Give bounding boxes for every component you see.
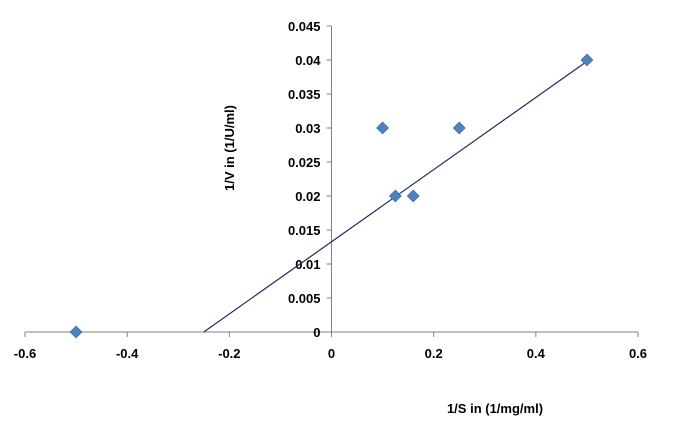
data-point	[388, 189, 402, 203]
x-tick-label: -0.2	[218, 346, 240, 361]
y-tick-label: 0.015	[288, 223, 321, 238]
x-tick-label: 0.6	[629, 346, 647, 361]
data-points	[69, 53, 594, 339]
y-tick-label: 0.02	[295, 189, 320, 204]
x-tick-label: -0.6	[14, 346, 36, 361]
y-tick-label: 0.045	[288, 19, 321, 34]
x-tick-labels: -0.6 -0.4 -0.2 0 0.2 0.4 0.6	[14, 346, 647, 361]
y-tick-label: 0.035	[288, 87, 321, 102]
y-tick-label: 0.005	[288, 291, 321, 306]
data-point	[376, 121, 390, 135]
x-tick-label: 0.2	[425, 346, 443, 361]
data-point	[406, 189, 420, 203]
y-tick-label: 0.04	[295, 53, 321, 68]
x-tick-label: -0.4	[116, 346, 139, 361]
y-tick-labels: 0 0.005 0.01 0.015 0.02 0.025 0.03 0.035 0.04 0.0…	[288, 19, 321, 340]
x-tick-label: 0	[328, 346, 335, 361]
y-tick-label: 0.025	[288, 155, 321, 170]
data-point	[69, 325, 83, 339]
data-point	[580, 53, 594, 67]
y-tick-label: 0.03	[295, 121, 320, 136]
y-tick-label: 0.01	[295, 257, 320, 272]
x-axis-title: 1/S in (1/mg/ml)	[447, 401, 543, 416]
y-tick-label: 0	[313, 325, 320, 340]
y-tick-marks	[326, 25, 332, 333]
x-tick-label: 0.4	[527, 346, 546, 361]
data-point	[452, 121, 466, 135]
x-tick-marks	[24, 332, 639, 337]
y-axis-title: 1/V in (1/U/ml)	[222, 105, 237, 191]
